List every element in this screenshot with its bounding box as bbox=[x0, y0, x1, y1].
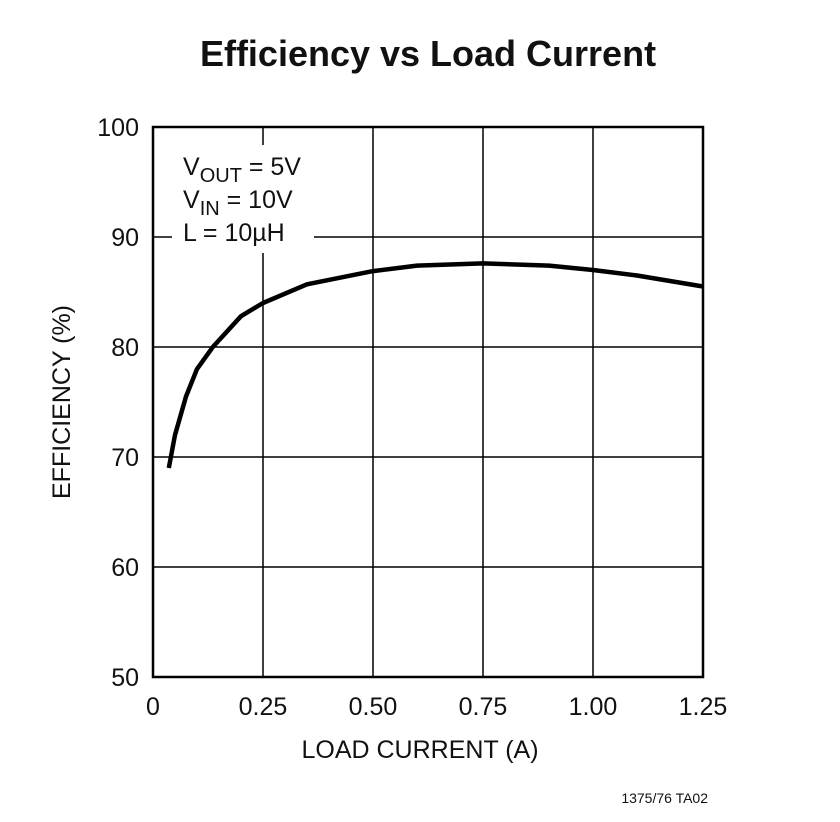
annotation: L = 10µH bbox=[183, 219, 285, 247]
x-tick-label: 0.75 bbox=[459, 693, 508, 721]
annotation-text: V bbox=[183, 186, 200, 214]
y-tick-label: 60 bbox=[111, 554, 139, 582]
y-tick-label: 80 bbox=[111, 334, 139, 362]
annotation-text: = 10V bbox=[220, 186, 293, 214]
annotation-subscript: IN bbox=[200, 198, 220, 220]
x-tick-label: 0.50 bbox=[349, 693, 398, 721]
y-tick-label: 70 bbox=[111, 444, 139, 472]
annotation-subscript: OUT bbox=[200, 165, 242, 187]
data-line bbox=[166, 261, 704, 469]
plot-frame bbox=[151, 125, 705, 679]
x-tick-label: 0.25 bbox=[239, 693, 288, 721]
x-tick-label: 1.00 bbox=[569, 693, 618, 721]
y-tick-label: 100 bbox=[97, 114, 139, 142]
annotation: VOUT = 5V bbox=[183, 153, 301, 187]
x-axis-label: LOAD CURRENT (A) bbox=[301, 736, 538, 764]
annotation-background bbox=[172, 145, 314, 253]
x-tick-label: 0 bbox=[146, 693, 160, 721]
annotation-text: = 5V bbox=[242, 153, 301, 181]
y-axis-label: EFFICIENCY (%) bbox=[48, 305, 76, 499]
annotation: VIN = 10V bbox=[183, 186, 293, 220]
annotation-text: V bbox=[183, 153, 200, 181]
y-tick-label: 50 bbox=[111, 664, 139, 692]
chart-title: Efficiency vs Load Current bbox=[200, 33, 656, 74]
annotation-text: L = 10µH bbox=[183, 219, 285, 247]
footnote: 1375/76 TA02 bbox=[621, 790, 708, 806]
x-tick-label: 1.25 bbox=[679, 693, 728, 721]
y-tick-label: 90 bbox=[111, 224, 139, 252]
